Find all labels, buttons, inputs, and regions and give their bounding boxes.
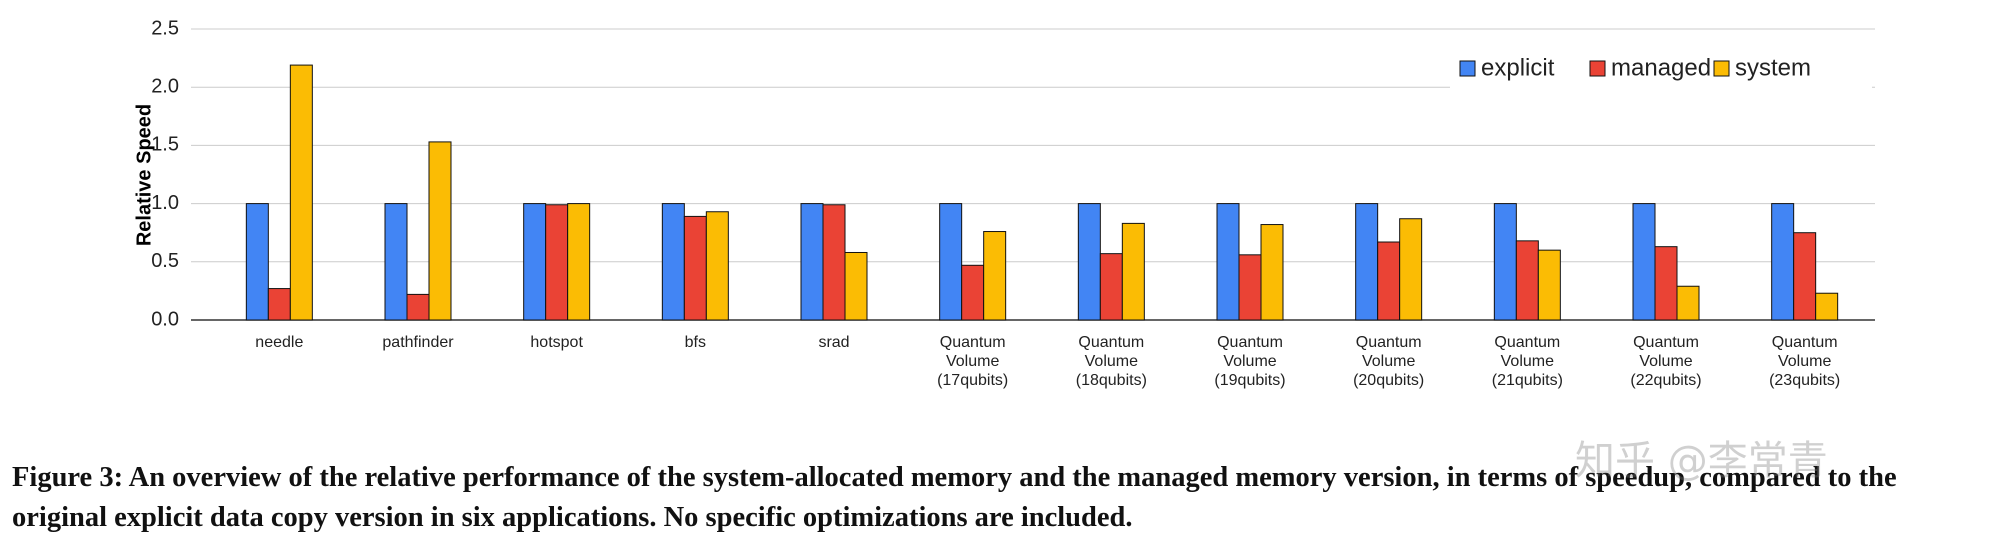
bar: [1238, 254, 1262, 321]
bar: [1099, 253, 1123, 321]
bar: [1771, 203, 1795, 321]
y-tick-label: 0.0: [151, 308, 179, 330]
legend-label: system: [1735, 54, 1811, 81]
bar: [245, 203, 269, 321]
x-tick-label: Quantum Volume (19qubits): [1214, 334, 1286, 389]
bar: [939, 203, 963, 321]
bar: [661, 203, 685, 321]
y-tick-label: 1.5: [151, 134, 179, 156]
bar: [1632, 203, 1656, 321]
bar: [1377, 241, 1401, 321]
bar: [1355, 203, 1379, 321]
legend-swatch: [1459, 60, 1476, 77]
x-tick-label: Quantum Volume (22qubits): [1630, 334, 1702, 389]
bar: [1260, 224, 1284, 321]
caption: Figure 3: An overview of the relative pe…: [12, 462, 1897, 533]
bar: [406, 293, 430, 321]
x-tick-label: Quantum Volume (23qubits): [1769, 334, 1841, 389]
legend-swatch: [1589, 60, 1606, 77]
bar: [705, 211, 729, 321]
bar: [1121, 222, 1145, 321]
legend-swatch: [1713, 60, 1730, 77]
watermark: 知乎 @李常青: [1575, 438, 1828, 484]
bar: [1537, 249, 1561, 321]
bar: [1493, 203, 1517, 321]
bar: [1793, 232, 1817, 321]
bar: [1815, 292, 1839, 321]
x-tick-label: Quantum Volume (18qubits): [1075, 334, 1147, 389]
bar: [1654, 246, 1678, 321]
chart: Relative Speed 0.0 0.5 1.0 1.5 2.0 2.5 explici…: [133, 17, 1875, 330]
bar: [961, 264, 985, 321]
bar: [1216, 203, 1240, 321]
x-tick-label: Quantum Volume (21qubits): [1491, 334, 1563, 389]
y-tick-label: 1.0: [151, 192, 179, 214]
bar: [683, 215, 707, 321]
bar: [983, 231, 1007, 321]
bar: [289, 64, 313, 321]
bar: [384, 203, 408, 321]
x-tick-label: srad: [818, 334, 850, 351]
x-tick-label: Quantum Volume (17qubits): [937, 334, 1009, 389]
x-tick-label: Quantum Volume (20qubits): [1353, 334, 1425, 389]
x-tick-label: pathfinder: [382, 334, 454, 351]
x-tick-label: needle: [255, 334, 304, 351]
bar: [844, 251, 868, 321]
y-tick-label: 0.5: [151, 250, 179, 272]
bar: [800, 203, 824, 321]
x-tick-label: hotspot: [530, 334, 583, 351]
bar: [523, 203, 547, 321]
legend-label: explicit: [1481, 54, 1555, 81]
bar: [1676, 285, 1700, 321]
y-axis-label: Relative Speed: [133, 104, 155, 246]
y-tick-label: 2.0: [151, 75, 179, 97]
bar: [545, 204, 569, 321]
x-tick-label: bfs: [684, 334, 706, 351]
y-tick-label: 2.5: [151, 17, 179, 39]
bar: [1399, 218, 1423, 321]
bar: [822, 204, 846, 321]
legend-label: managed: [1611, 54, 1711, 81]
bar: [267, 288, 291, 321]
legend-box: [1450, 48, 1872, 90]
bar: [1077, 203, 1101, 321]
bar: [428, 141, 452, 321]
bar: [1515, 240, 1539, 321]
bar: [567, 203, 591, 321]
